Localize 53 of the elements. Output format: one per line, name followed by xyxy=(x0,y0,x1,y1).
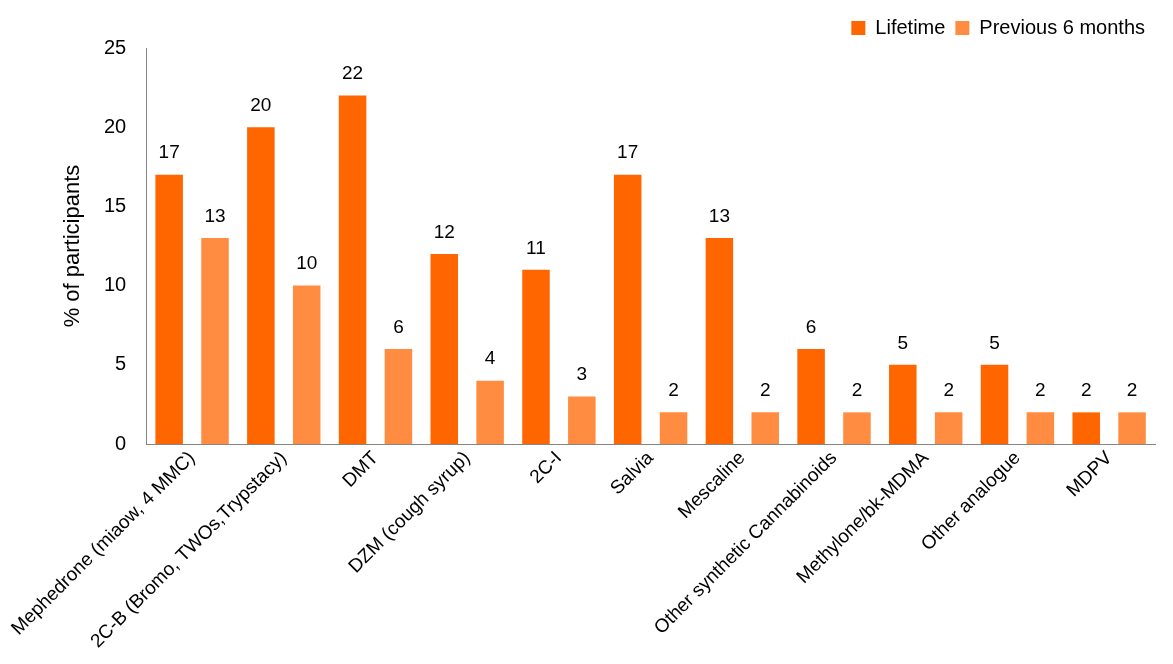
data-label: 2 xyxy=(1035,379,1046,401)
data-label: 2 xyxy=(1080,379,1092,401)
data-label: 17 xyxy=(617,141,639,163)
y-tick-label: 20 xyxy=(103,114,127,137)
data-label: 13 xyxy=(204,204,226,226)
y-tick-label: 0 xyxy=(115,431,127,454)
bar xyxy=(843,412,871,445)
y-tick-label: 25 xyxy=(103,35,127,58)
bar xyxy=(522,269,550,445)
data-label: 2 xyxy=(1126,379,1138,401)
data-label: 5 xyxy=(897,331,909,353)
data-label: 3 xyxy=(576,363,588,385)
data-label: 2 xyxy=(759,379,771,401)
data-label: 22 xyxy=(341,62,364,84)
bar xyxy=(338,95,367,445)
bar xyxy=(430,253,459,445)
data-label: 13 xyxy=(708,204,730,226)
bar xyxy=(476,380,504,445)
data-label: 10 xyxy=(296,252,318,274)
data-label: 2 xyxy=(851,379,863,401)
bar xyxy=(155,174,183,445)
bar xyxy=(1118,412,1146,445)
y-tick-label: 15 xyxy=(103,193,127,216)
y-axis-title: % of participants xyxy=(58,164,84,328)
bar xyxy=(659,412,688,445)
bar xyxy=(201,238,229,445)
bar xyxy=(705,238,734,445)
data-label: 2 xyxy=(943,379,954,401)
bar xyxy=(980,364,1009,445)
legend-label: Lifetime xyxy=(875,15,946,38)
bar xyxy=(1072,412,1100,445)
bar xyxy=(568,396,596,445)
y-tick-label: 5 xyxy=(115,352,127,375)
bar xyxy=(934,412,963,445)
legend-label: Previous 6 months xyxy=(979,15,1146,38)
bar xyxy=(292,285,321,445)
data-label: 4 xyxy=(484,347,496,369)
bar xyxy=(889,364,917,445)
data-label: 6 xyxy=(393,315,404,337)
data-label: 17 xyxy=(158,141,180,163)
y-tick-label: 10 xyxy=(103,273,127,296)
data-label: 12 xyxy=(433,220,455,242)
bar xyxy=(1026,412,1055,445)
bar xyxy=(613,174,642,445)
bar xyxy=(384,348,413,445)
data-label: 11 xyxy=(526,236,546,258)
data-label: 2 xyxy=(668,379,679,401)
data-label: 6 xyxy=(805,315,817,337)
data-label: 5 xyxy=(989,331,1000,353)
bar xyxy=(751,412,779,445)
data-label: 20 xyxy=(250,93,272,115)
bar xyxy=(797,348,825,445)
bar xyxy=(247,127,275,445)
